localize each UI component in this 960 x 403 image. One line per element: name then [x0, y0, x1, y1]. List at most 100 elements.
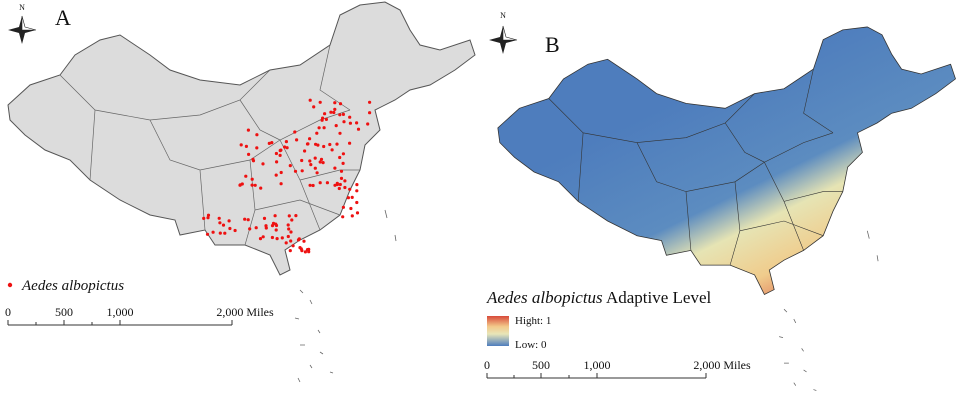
color-ramp	[487, 316, 509, 346]
occurrence-dot	[293, 169, 298, 173]
occurrence-dot	[341, 152, 345, 156]
map-outline	[7, 1, 476, 276]
scale-label: 1,000	[107, 305, 134, 319]
occurrence-dot	[323, 112, 327, 116]
occurrence-dot	[274, 222, 278, 226]
occurrence-dot	[337, 186, 341, 191]
occurrence-dot	[300, 169, 304, 173]
occurrence-dot	[315, 131, 319, 135]
occurrence-dot	[333, 101, 337, 105]
occurrence-dot	[303, 149, 307, 153]
occurrence-dot	[355, 121, 359, 125]
map-suitability	[497, 26, 956, 295]
occurrence-dot	[274, 151, 278, 156]
scale-label: 0	[484, 358, 490, 372]
occurrence-dot	[317, 126, 321, 130]
occurrence-dot	[288, 249, 292, 253]
occurrence-dot	[341, 112, 345, 116]
occurrence-dot	[285, 146, 289, 150]
occurrence-dot	[303, 250, 307, 254]
occurrence-dot	[296, 238, 301, 242]
occurrence-dot	[287, 214, 291, 218]
north-label: N	[19, 3, 25, 12]
occurrence-dot	[305, 248, 310, 252]
occurrence-dot	[283, 145, 287, 149]
occurrence-dot	[279, 170, 283, 175]
occurrence-dot	[289, 230, 293, 234]
occurrence-dot	[248, 227, 252, 231]
occurrence-dot	[218, 221, 222, 225]
occurrence-dot	[228, 226, 232, 231]
occurrence-dot	[330, 148, 334, 152]
occurrence-dot	[313, 166, 317, 170]
occurrence-dot	[308, 159, 312, 163]
panel-label: A	[55, 5, 71, 30]
occurrence-dot	[295, 138, 299, 142]
occurrence-dot	[293, 130, 297, 134]
occurrence-dot	[286, 234, 290, 239]
occurrence-dot	[218, 231, 222, 235]
occurrence-dot	[206, 216, 210, 220]
scale-bar	[486, 373, 707, 379]
occurrence-dot	[253, 183, 257, 187]
occurrence-dot	[205, 232, 210, 236]
occurrence-dot	[221, 223, 226, 227]
occurrence-dot	[299, 247, 303, 251]
occurrence-dot	[308, 183, 312, 187]
scale-label: 500	[532, 358, 550, 372]
occurrence-dot	[275, 160, 279, 164]
occurrence-dot	[261, 162, 265, 166]
occurrence-dot	[211, 230, 215, 234]
occurrence-dot	[247, 152, 251, 156]
occurrence-dot	[202, 216, 206, 220]
occurrence-dot	[255, 133, 259, 137]
occurrence-dot	[338, 182, 342, 187]
panel-a: N A Aedes albopictus 0 500 1,000 2,000 M…	[5, 1, 476, 383]
occurrence-dot	[341, 205, 345, 209]
occurrence-dot	[325, 181, 329, 185]
occurrence-dot	[270, 224, 275, 228]
occurrence-dot	[315, 171, 319, 175]
occurrence-dot	[280, 236, 284, 240]
legend-species: Aedes albopictus	[486, 288, 603, 307]
legend-title: Aedes albopictus Adaptive Level	[486, 288, 712, 307]
occurrence-dot	[290, 218, 294, 222]
scale-label: 2,000 Miles	[216, 305, 274, 319]
occurrence-points	[202, 98, 372, 254]
occurrence-dot	[338, 131, 342, 135]
occurrence-dot	[217, 216, 221, 220]
occurrence-dot	[338, 113, 342, 117]
occurrence-dot	[254, 226, 258, 230]
occurrence-dot	[244, 144, 248, 148]
occurrence-dot	[309, 163, 313, 167]
occurrence-dot	[348, 187, 352, 191]
occurrence-dot	[339, 169, 344, 173]
scale-bar	[7, 320, 233, 326]
occurrence-dot	[339, 176, 344, 180]
ramp-low: Low: 0	[515, 339, 547, 351]
occurrence-dot	[355, 189, 359, 193]
occurrence-dot	[334, 124, 338, 128]
occurrence-dot	[312, 105, 316, 109]
occurrence-dot	[243, 217, 247, 221]
occurrence-dot	[270, 235, 274, 240]
occurrence-dot	[244, 174, 248, 178]
occurrence-dot	[333, 166, 337, 170]
occurrence-dot	[262, 216, 267, 220]
north-label: N	[500, 11, 506, 20]
occurrence-dot	[355, 200, 359, 205]
occurrence-dot	[289, 239, 293, 243]
occurrence-dot	[251, 157, 255, 161]
occurrence-dot	[227, 219, 231, 223]
occurrence-dot	[206, 213, 211, 217]
occurrence-dot	[368, 111, 372, 115]
occurrence-dot	[239, 143, 243, 147]
legend-dot	[7, 282, 13, 288]
occurrence-dot	[329, 110, 333, 114]
scale-label: 0	[5, 305, 11, 319]
occurrence-dot	[328, 142, 332, 147]
occurrence-dot	[349, 206, 353, 211]
occurrence-dot	[319, 157, 324, 161]
occurrence-dot	[279, 182, 283, 186]
